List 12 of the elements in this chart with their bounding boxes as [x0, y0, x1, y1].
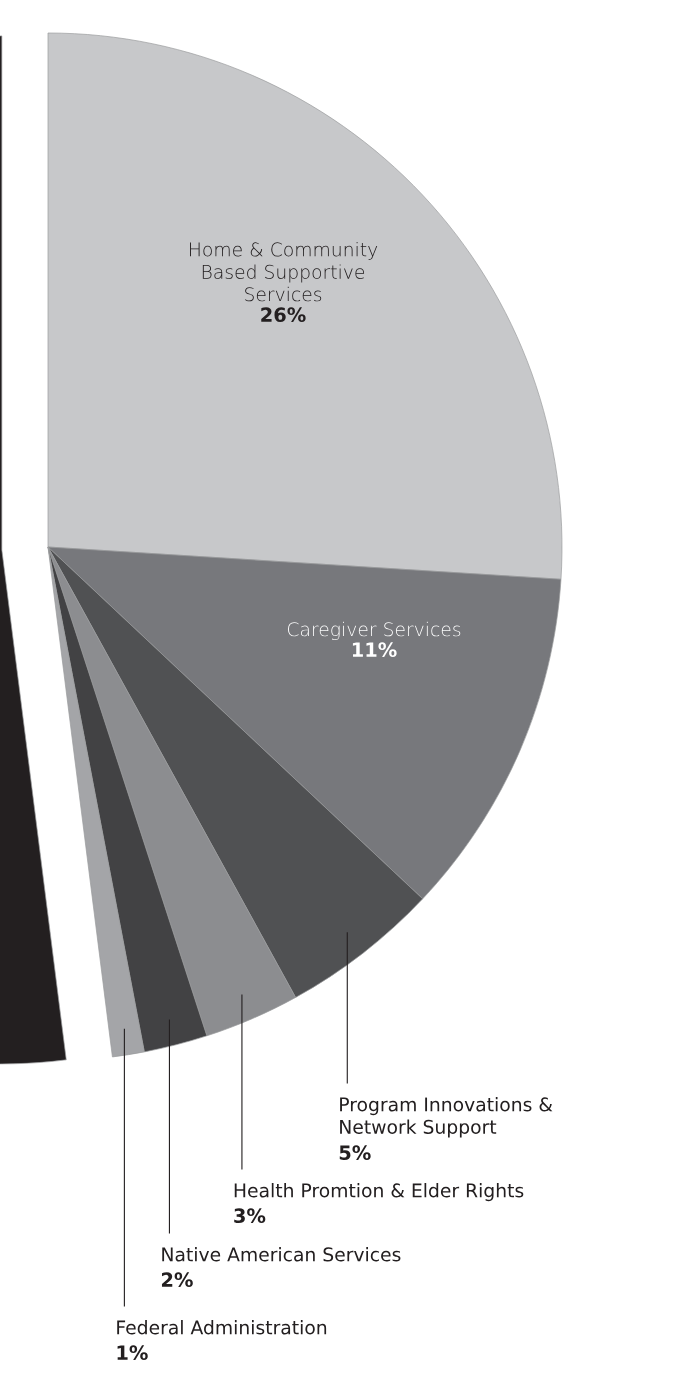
slice-label: Caregiver Services: [287, 621, 461, 640]
data-label: 11%: [352, 642, 397, 658]
slice-label: Native American Services: [162, 1247, 401, 1262]
data-label: 26%: [261, 307, 306, 323]
data-label: 2%: [161, 1272, 193, 1288]
slice-label: Home & Community Based Supportive Services: [190, 242, 378, 302]
data-label: 1%: [117, 1345, 148, 1361]
data-label: 3%: [234, 1208, 266, 1224]
slice-label: Program Innovations & Network Support: [340, 1097, 553, 1138]
data-label: 5%: [339, 1145, 371, 1161]
slice-label: Federal Administration: [117, 1320, 327, 1335]
slice-label: Health Promtion & Elder Rights: [234, 1183, 524, 1202]
